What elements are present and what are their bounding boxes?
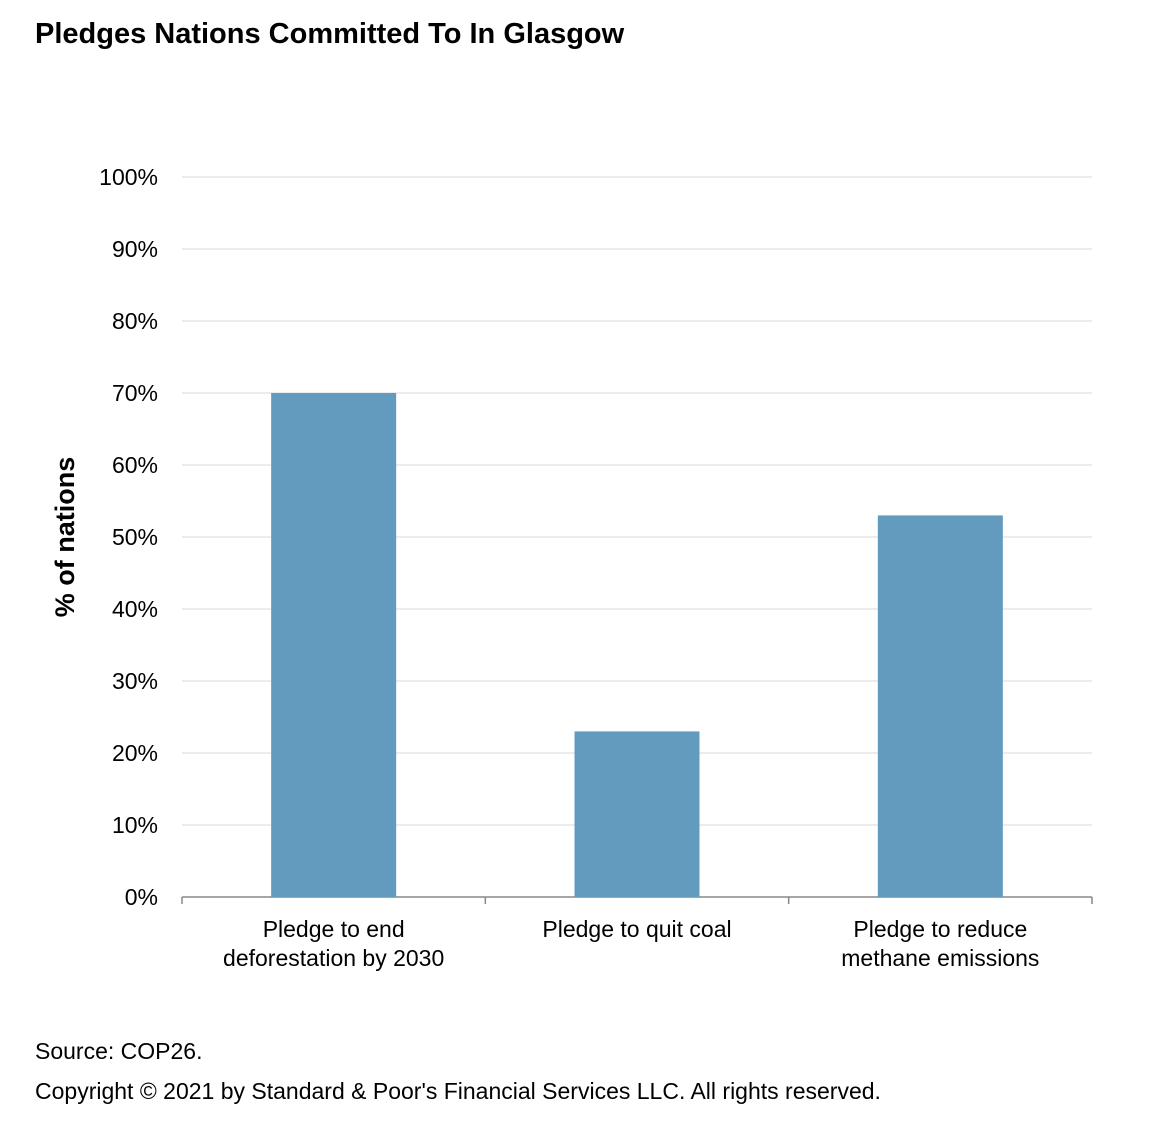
chart-title: Pledges Nations Committed To In Glasgow (35, 18, 625, 50)
y-tick-label: 40% (112, 596, 158, 622)
bar (574, 731, 700, 897)
y-tick-label: 60% (112, 452, 158, 478)
y-tick-label: 90% (112, 236, 158, 262)
y-tick-label: 70% (112, 380, 158, 406)
y-tick-label: 0% (125, 884, 158, 910)
y-tick-label: 80% (112, 308, 158, 334)
copyright-note: Copyright © 2021 by Standard & Poor's Fi… (35, 1078, 881, 1104)
y-tick-label: 30% (112, 668, 158, 694)
x-tick-label: Pledge to reduce (853, 916, 1027, 942)
y-axis-label: % of nations (50, 457, 80, 618)
y-tick-label: 50% (112, 524, 158, 550)
x-tick-label: deforestation by 2030 (223, 945, 444, 971)
y-tick-label: 100% (99, 164, 158, 190)
bar (877, 515, 1003, 897)
y-tick-label: 20% (112, 740, 158, 766)
x-tick-label: Pledge to quit coal (542, 916, 731, 942)
source-note: Source: COP26. (35, 1038, 203, 1064)
x-tick-label: methane emissions (841, 945, 1039, 971)
bar (271, 393, 397, 897)
x-tick-label: Pledge to end (263, 916, 405, 942)
y-tick-label: 10% (112, 812, 158, 838)
